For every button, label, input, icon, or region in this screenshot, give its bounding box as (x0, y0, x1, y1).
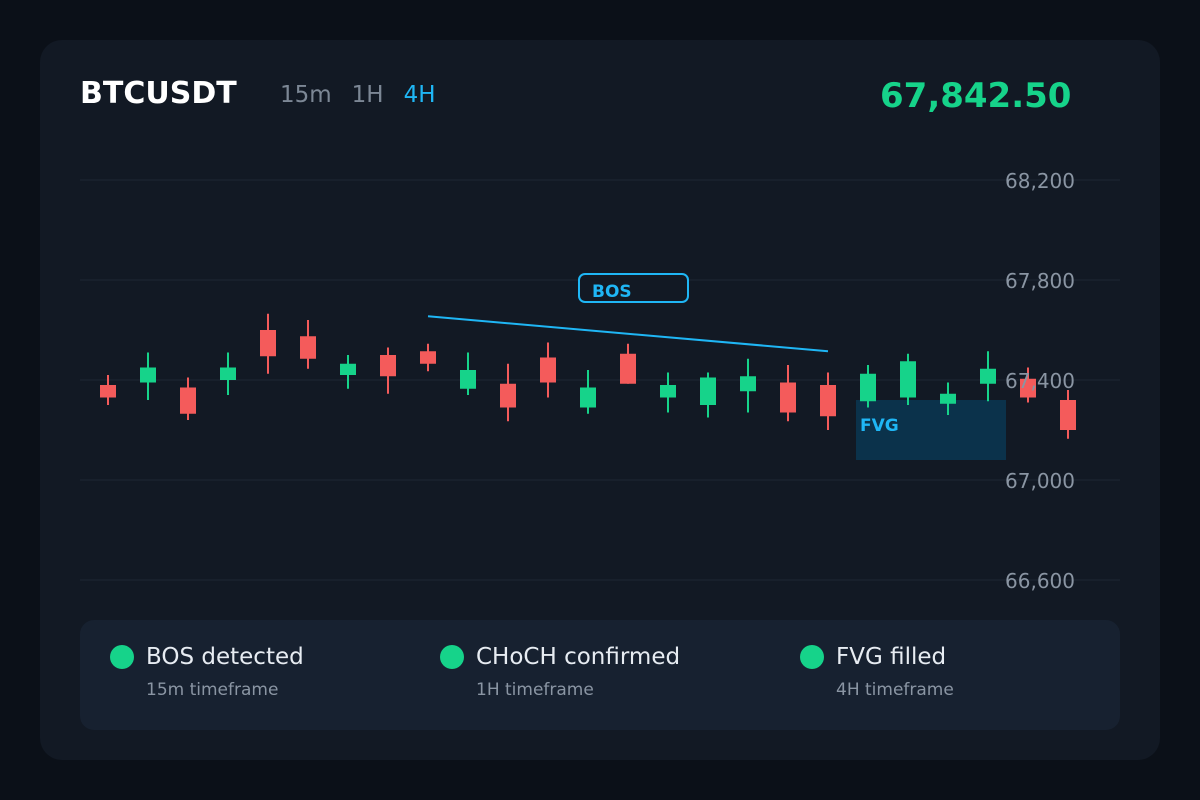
y-tick-label: 68,200 (1005, 169, 1075, 193)
candle-body (180, 387, 196, 414)
bearish-candle (380, 347, 396, 394)
timeframe-1h[interactable]: 1H (351, 82, 384, 108)
bullish-candle (220, 352, 236, 395)
status-legend: BOS detected 15m timeframe CHoCH confirm… (80, 620, 1120, 730)
candle-body (580, 387, 596, 408)
timeframe-selector: 15m 1H 4H (280, 82, 436, 108)
bos-label-box (578, 273, 689, 303)
bullish-candle (900, 353, 916, 405)
bos-annotation: BOS (427, 273, 829, 353)
bullish-candle (580, 370, 596, 414)
bullish-candle (660, 372, 676, 413)
candle-body (780, 382, 796, 413)
candle-body (420, 351, 436, 364)
candle-body (620, 353, 636, 384)
status-dot-icon (800, 645, 824, 669)
bullish-candle (980, 351, 996, 402)
status-dot-icon (110, 645, 134, 669)
bearish-candle (300, 320, 316, 369)
candle-body (660, 385, 676, 398)
timeframe-15m[interactable]: 15m (280, 82, 332, 108)
y-axis-labels: 68,200 67,800 67,400 67,000 66,600 (1005, 169, 1075, 593)
bos-label: BOS (592, 282, 632, 302)
candle-body (140, 367, 156, 383)
candle-body (1020, 378, 1036, 398)
candle-body (540, 357, 556, 383)
fvg-zone-group: FVG (856, 400, 1006, 460)
legend-title: CHoCH confirmed (476, 644, 681, 670)
y-tick-label: 67,800 (1005, 269, 1075, 293)
legend-title: BOS detected (146, 644, 304, 670)
bullish-candle (740, 358, 756, 413)
candle-body (300, 336, 316, 359)
candles (100, 313, 1076, 439)
candle-body (260, 330, 276, 357)
fvg-zone (856, 400, 1006, 460)
timeframe-4h[interactable]: 4H (403, 82, 436, 108)
bullish-candle (940, 382, 956, 415)
candle-body (340, 363, 356, 375)
candle-body (980, 368, 996, 384)
legend-subtitle: 1H timeframe (476, 680, 594, 700)
bearish-candle (820, 372, 836, 430)
symbol-title: BTCUSDT (80, 76, 237, 111)
candle-body (100, 385, 116, 398)
status-dot-icon (440, 645, 464, 669)
bullish-candle (700, 372, 716, 418)
candle-body (1060, 400, 1076, 430)
y-tick-label: 67,400 (1005, 369, 1075, 393)
current-price: 67,842.50 (880, 76, 1072, 116)
bearish-candle (780, 365, 796, 422)
bullish-candle (460, 352, 476, 395)
candle-body (860, 373, 876, 402)
candle-body (820, 385, 836, 417)
bos-line (427, 315, 829, 353)
candle-body (460, 370, 476, 389)
candle-body (900, 361, 916, 398)
candle-body (380, 355, 396, 377)
bearish-candle (260, 313, 276, 374)
candle-body (700, 377, 716, 405)
bullish-candle (140, 352, 156, 400)
bearish-candle (180, 377, 196, 420)
bearish-candle (100, 375, 116, 405)
y-tick-label: 66,600 (1005, 569, 1075, 593)
candlestick-chart: FVG BOS 68,200 67,800 67,400 67,000 66,600 (80, 169, 1120, 593)
chart-card: BTCUSDT 15m 1H 4H 67,842.50 FVG BOS 68,2… (40, 40, 1160, 760)
bearish-candle (1060, 390, 1076, 439)
fvg-label: FVG (860, 416, 899, 436)
candle-body (220, 367, 236, 380)
legend-title: FVG filled (836, 644, 947, 670)
candle-body (500, 383, 516, 408)
bearish-candle (420, 343, 436, 372)
legend-subtitle: 15m timeframe (146, 680, 279, 700)
legend-subtitle: 4H timeframe (836, 680, 954, 700)
candle-body (740, 376, 756, 392)
bearish-candle (500, 363, 516, 422)
bearish-candle (540, 342, 556, 398)
bullish-candle (340, 355, 356, 389)
bullish-candle (860, 365, 876, 408)
bearish-candle (1020, 367, 1036, 403)
bearish-candle (620, 343, 636, 384)
candle-body (940, 393, 956, 404)
y-tick-label: 67,000 (1005, 469, 1075, 493)
